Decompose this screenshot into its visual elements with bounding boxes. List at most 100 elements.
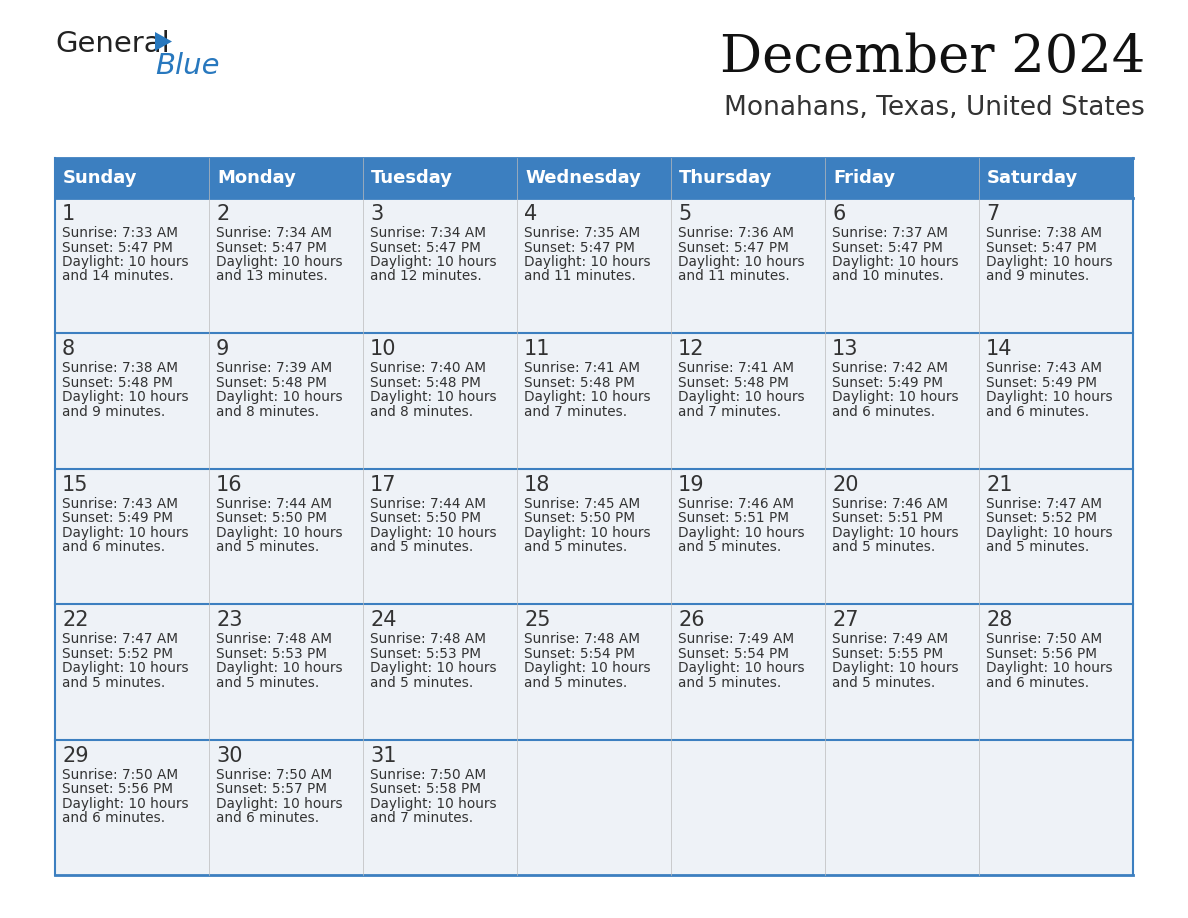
Text: Sunrise: 7:33 AM: Sunrise: 7:33 AM xyxy=(62,226,178,240)
Text: and 11 minutes.: and 11 minutes. xyxy=(524,270,636,284)
Text: Sunrise: 7:38 AM: Sunrise: 7:38 AM xyxy=(986,226,1102,240)
Bar xyxy=(824,333,979,469)
Text: Daylight: 10 hours: Daylight: 10 hours xyxy=(832,526,959,540)
Bar xyxy=(517,469,671,604)
Text: and 5 minutes.: and 5 minutes. xyxy=(832,541,935,554)
Text: Sunrise: 7:50 AM: Sunrise: 7:50 AM xyxy=(216,767,333,781)
Text: 25: 25 xyxy=(524,610,550,630)
Text: Daylight: 10 hours: Daylight: 10 hours xyxy=(678,255,804,269)
Text: 19: 19 xyxy=(678,475,704,495)
Text: and 5 minutes.: and 5 minutes. xyxy=(678,541,782,554)
Text: Sunset: 5:48 PM: Sunset: 5:48 PM xyxy=(369,375,481,390)
Bar xyxy=(517,604,671,740)
Bar xyxy=(671,158,824,198)
Bar xyxy=(55,740,209,875)
Text: and 7 minutes.: and 7 minutes. xyxy=(369,812,473,825)
Text: Sunset: 5:48 PM: Sunset: 5:48 PM xyxy=(678,375,789,390)
Text: 22: 22 xyxy=(62,610,88,630)
Bar xyxy=(364,333,517,469)
Text: Sunset: 5:50 PM: Sunset: 5:50 PM xyxy=(369,511,481,525)
Text: General: General xyxy=(55,30,170,58)
Text: Sunset: 5:48 PM: Sunset: 5:48 PM xyxy=(216,375,327,390)
Bar xyxy=(671,198,824,333)
Bar xyxy=(55,158,209,198)
Text: 7: 7 xyxy=(986,204,999,224)
Text: Daylight: 10 hours: Daylight: 10 hours xyxy=(369,661,497,676)
Bar xyxy=(209,469,364,604)
Text: Sunset: 5:47 PM: Sunset: 5:47 PM xyxy=(369,241,481,254)
Text: Sunrise: 7:44 AM: Sunrise: 7:44 AM xyxy=(369,497,486,510)
Text: 8: 8 xyxy=(62,340,75,360)
Text: Sunrise: 7:40 AM: Sunrise: 7:40 AM xyxy=(369,362,486,375)
Bar xyxy=(671,740,824,875)
Text: Friday: Friday xyxy=(833,169,895,187)
Text: and 8 minutes.: and 8 minutes. xyxy=(216,405,320,419)
Text: Daylight: 10 hours: Daylight: 10 hours xyxy=(986,255,1113,269)
Text: Sunrise: 7:36 AM: Sunrise: 7:36 AM xyxy=(678,226,794,240)
Text: and 5 minutes.: and 5 minutes. xyxy=(62,676,165,689)
Text: Sunrise: 7:39 AM: Sunrise: 7:39 AM xyxy=(216,362,333,375)
Text: 30: 30 xyxy=(216,745,242,766)
Text: Sunset: 5:48 PM: Sunset: 5:48 PM xyxy=(62,375,173,390)
Bar xyxy=(979,469,1133,604)
Bar xyxy=(209,740,364,875)
Text: and 5 minutes.: and 5 minutes. xyxy=(216,541,320,554)
Text: 24: 24 xyxy=(369,610,397,630)
Bar xyxy=(364,740,517,875)
Text: and 5 minutes.: and 5 minutes. xyxy=(678,676,782,689)
Text: Monday: Monday xyxy=(217,169,296,187)
Text: 13: 13 xyxy=(832,340,859,360)
Text: Thursday: Thursday xyxy=(680,169,772,187)
Text: 12: 12 xyxy=(678,340,704,360)
Text: Sunset: 5:56 PM: Sunset: 5:56 PM xyxy=(986,646,1097,661)
Bar xyxy=(364,198,517,333)
Text: Sunset: 5:53 PM: Sunset: 5:53 PM xyxy=(369,646,481,661)
Text: and 12 minutes.: and 12 minutes. xyxy=(369,270,482,284)
Bar xyxy=(671,604,824,740)
Text: Sunrise: 7:43 AM: Sunrise: 7:43 AM xyxy=(986,362,1102,375)
Text: Daylight: 10 hours: Daylight: 10 hours xyxy=(524,390,651,405)
Text: and 13 minutes.: and 13 minutes. xyxy=(216,270,328,284)
Bar xyxy=(55,604,209,740)
Text: Daylight: 10 hours: Daylight: 10 hours xyxy=(369,526,497,540)
Text: and 11 minutes.: and 11 minutes. xyxy=(678,270,790,284)
Text: Sunset: 5:52 PM: Sunset: 5:52 PM xyxy=(62,646,173,661)
Text: Sunset: 5:47 PM: Sunset: 5:47 PM xyxy=(832,241,943,254)
Text: and 6 minutes.: and 6 minutes. xyxy=(986,405,1089,419)
Text: Daylight: 10 hours: Daylight: 10 hours xyxy=(832,390,959,405)
Text: Sunset: 5:51 PM: Sunset: 5:51 PM xyxy=(678,511,789,525)
Text: 3: 3 xyxy=(369,204,384,224)
Text: 1: 1 xyxy=(62,204,75,224)
Text: Daylight: 10 hours: Daylight: 10 hours xyxy=(62,661,189,676)
Text: Sunset: 5:47 PM: Sunset: 5:47 PM xyxy=(524,241,634,254)
Text: and 6 minutes.: and 6 minutes. xyxy=(832,405,935,419)
Text: 21: 21 xyxy=(986,475,1012,495)
Text: Sunrise: 7:34 AM: Sunrise: 7:34 AM xyxy=(216,226,331,240)
Text: Sunset: 5:56 PM: Sunset: 5:56 PM xyxy=(62,782,173,796)
Text: Sunset: 5:52 PM: Sunset: 5:52 PM xyxy=(986,511,1097,525)
Text: Sunrise: 7:46 AM: Sunrise: 7:46 AM xyxy=(678,497,794,510)
Text: December 2024: December 2024 xyxy=(720,32,1145,83)
Text: Wednesday: Wednesday xyxy=(525,169,640,187)
Text: Daylight: 10 hours: Daylight: 10 hours xyxy=(524,661,651,676)
Bar xyxy=(209,158,364,198)
Polygon shape xyxy=(154,32,172,51)
Text: Sunrise: 7:44 AM: Sunrise: 7:44 AM xyxy=(216,497,331,510)
Text: Sunset: 5:50 PM: Sunset: 5:50 PM xyxy=(216,511,327,525)
Bar xyxy=(824,198,979,333)
Bar xyxy=(671,469,824,604)
Text: Saturday: Saturday xyxy=(987,169,1079,187)
Bar xyxy=(979,158,1133,198)
Text: and 5 minutes.: and 5 minutes. xyxy=(369,541,473,554)
Text: and 7 minutes.: and 7 minutes. xyxy=(678,405,782,419)
Text: Daylight: 10 hours: Daylight: 10 hours xyxy=(62,797,189,811)
Text: Sunrise: 7:41 AM: Sunrise: 7:41 AM xyxy=(678,362,794,375)
Text: Daylight: 10 hours: Daylight: 10 hours xyxy=(62,255,189,269)
Text: and 6 minutes.: and 6 minutes. xyxy=(62,541,165,554)
Text: Daylight: 10 hours: Daylight: 10 hours xyxy=(216,255,342,269)
Text: Daylight: 10 hours: Daylight: 10 hours xyxy=(216,390,342,405)
Text: Daylight: 10 hours: Daylight: 10 hours xyxy=(216,661,342,676)
Text: Daylight: 10 hours: Daylight: 10 hours xyxy=(369,255,497,269)
Text: Sunset: 5:57 PM: Sunset: 5:57 PM xyxy=(216,782,327,796)
Text: and 9 minutes.: and 9 minutes. xyxy=(986,270,1089,284)
